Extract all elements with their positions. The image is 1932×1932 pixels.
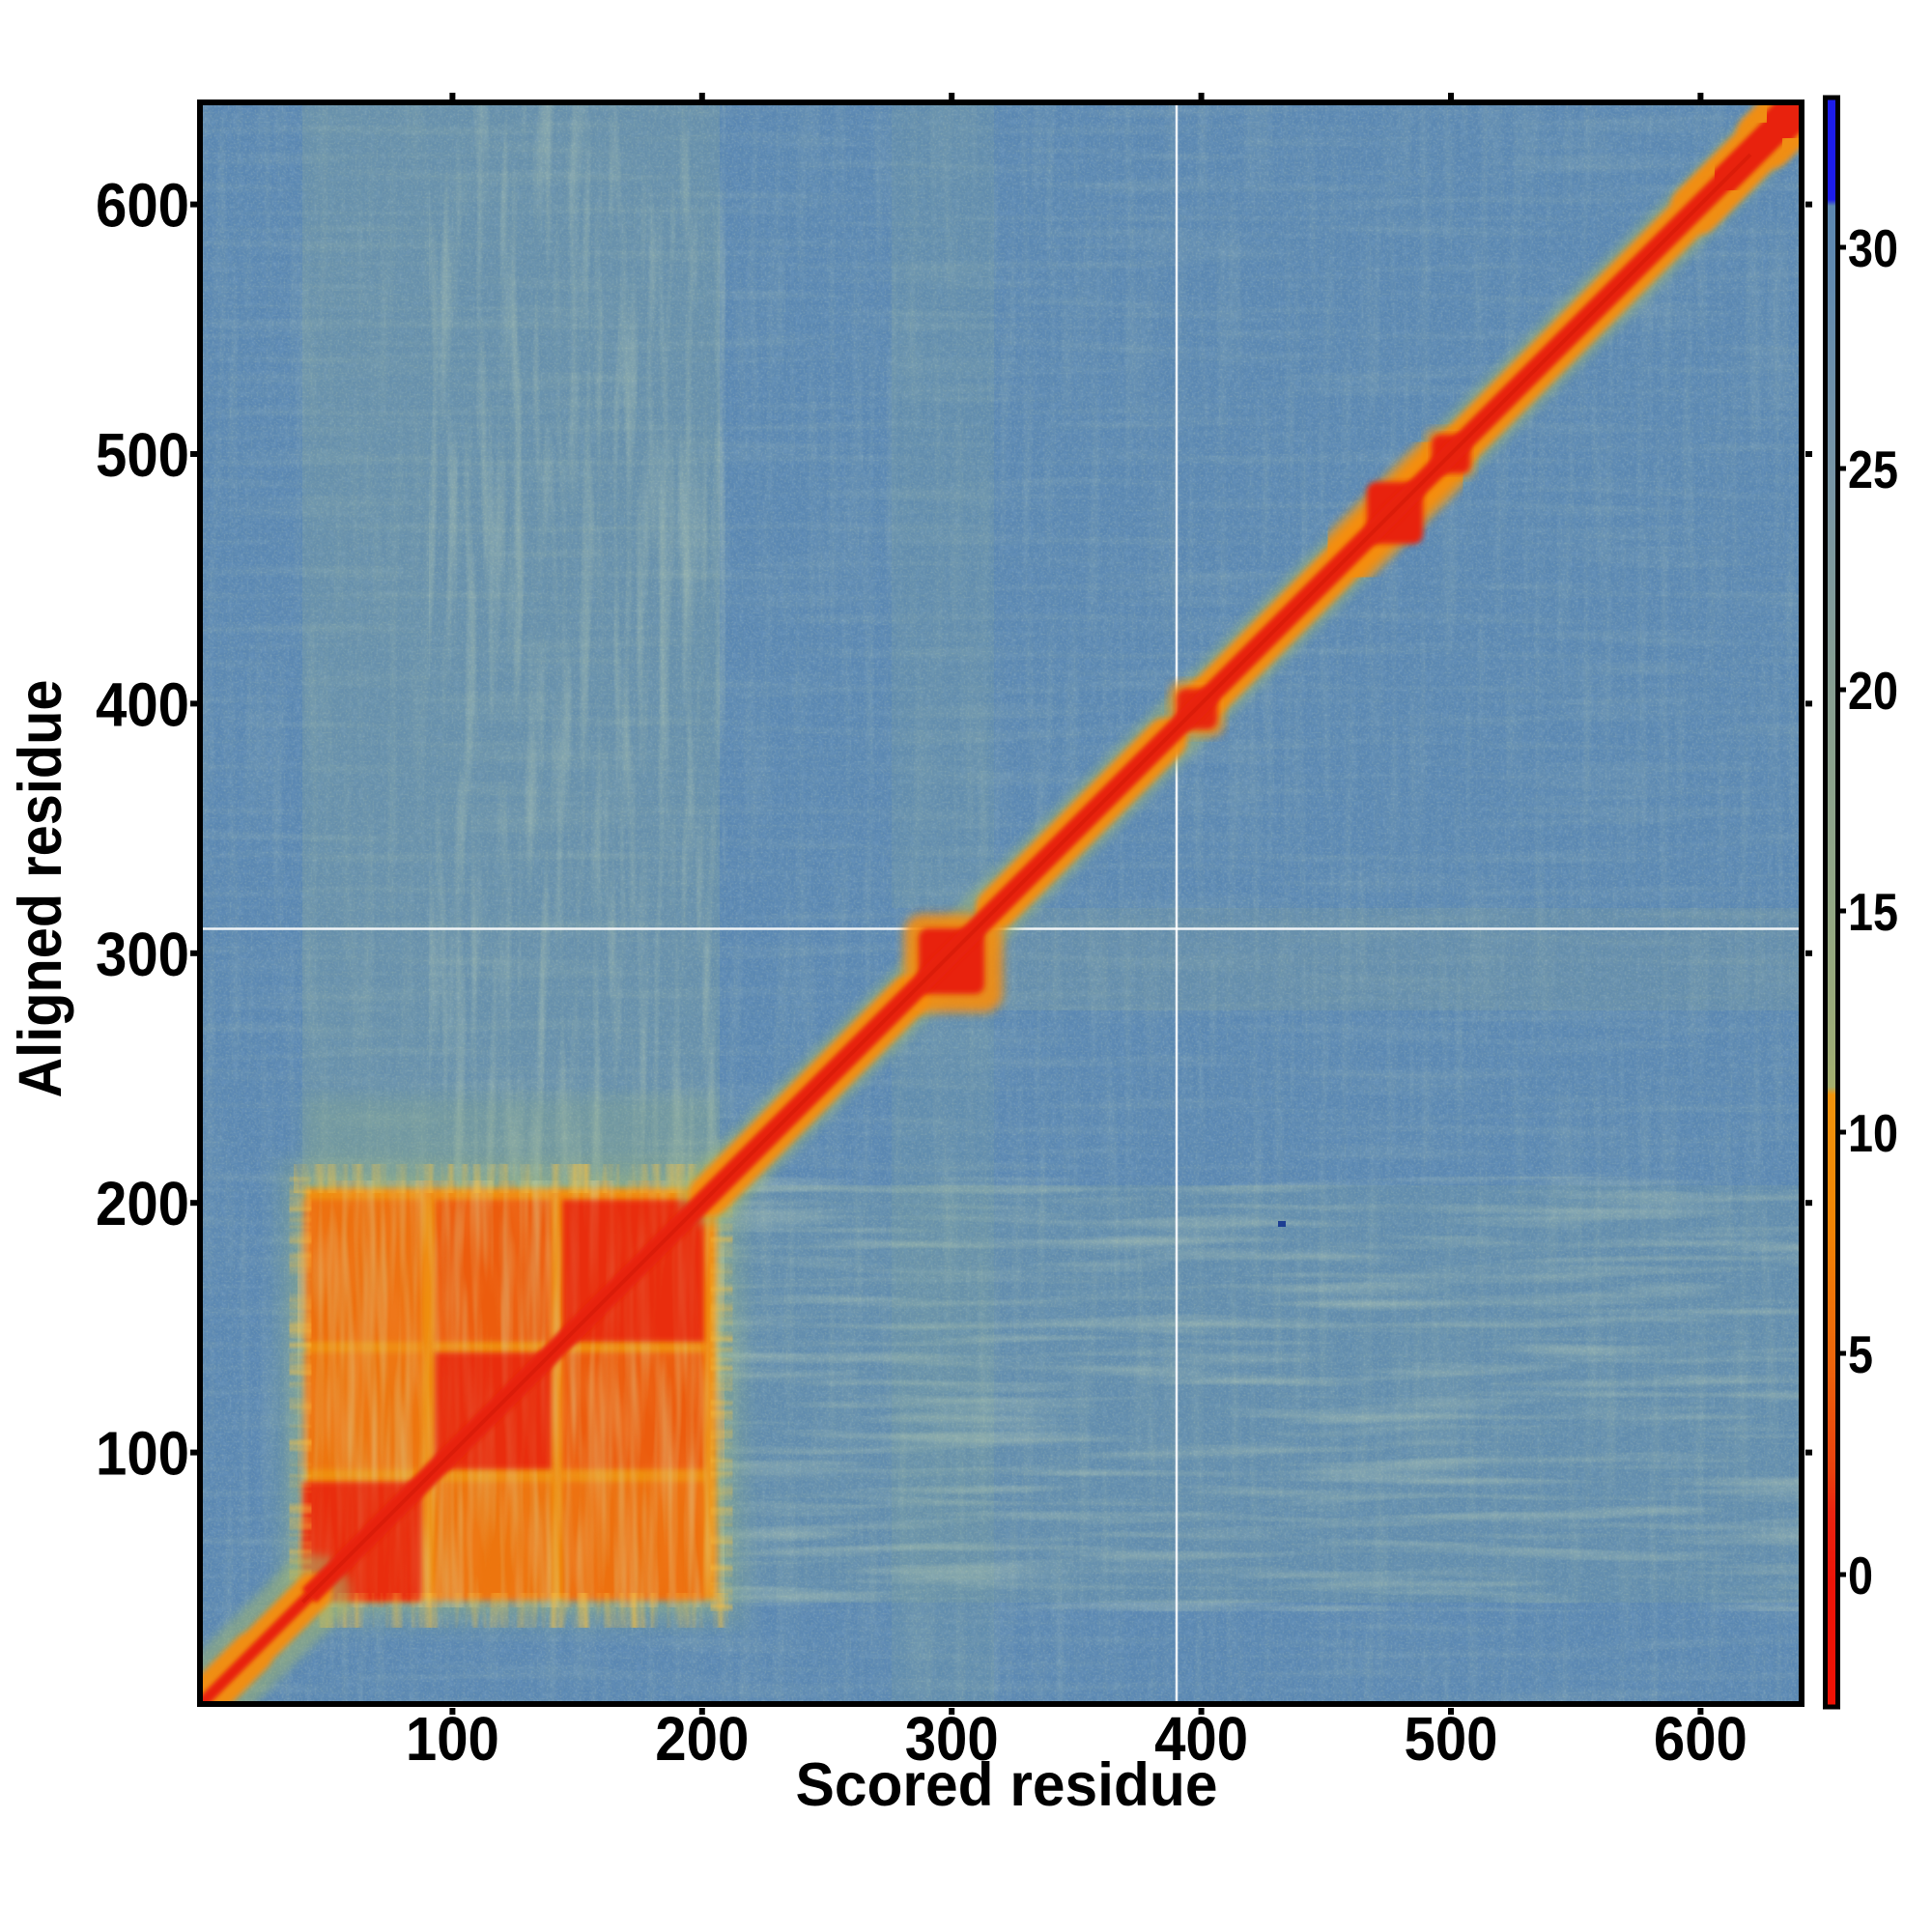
svg-text:500: 500 xyxy=(96,420,189,490)
svg-text:600: 600 xyxy=(1654,1704,1747,1774)
svg-text:100: 100 xyxy=(96,1419,189,1489)
svg-text:100: 100 xyxy=(406,1704,499,1774)
svg-text:20: 20 xyxy=(1848,661,1898,721)
svg-text:25: 25 xyxy=(1848,440,1898,499)
svg-text:500: 500 xyxy=(1405,1704,1498,1774)
svg-text:400: 400 xyxy=(96,669,189,739)
svg-text:200: 200 xyxy=(96,1169,189,1238)
svg-text:300: 300 xyxy=(905,1704,999,1774)
svg-text:10: 10 xyxy=(1848,1103,1898,1163)
svg-text:30: 30 xyxy=(1848,218,1898,278)
svg-text:400: 400 xyxy=(1154,1704,1248,1774)
svg-text:200: 200 xyxy=(655,1704,749,1774)
svg-text:600: 600 xyxy=(96,171,189,241)
svg-text:300: 300 xyxy=(96,920,189,989)
svg-text:Scored residue: Scored residue xyxy=(796,1751,1218,1819)
svg-text:0: 0 xyxy=(1848,1546,1873,1605)
svg-text:15: 15 xyxy=(1848,882,1898,942)
svg-text:5: 5 xyxy=(1848,1324,1873,1384)
svg-text:Aligned residue: Aligned residue xyxy=(7,680,74,1098)
